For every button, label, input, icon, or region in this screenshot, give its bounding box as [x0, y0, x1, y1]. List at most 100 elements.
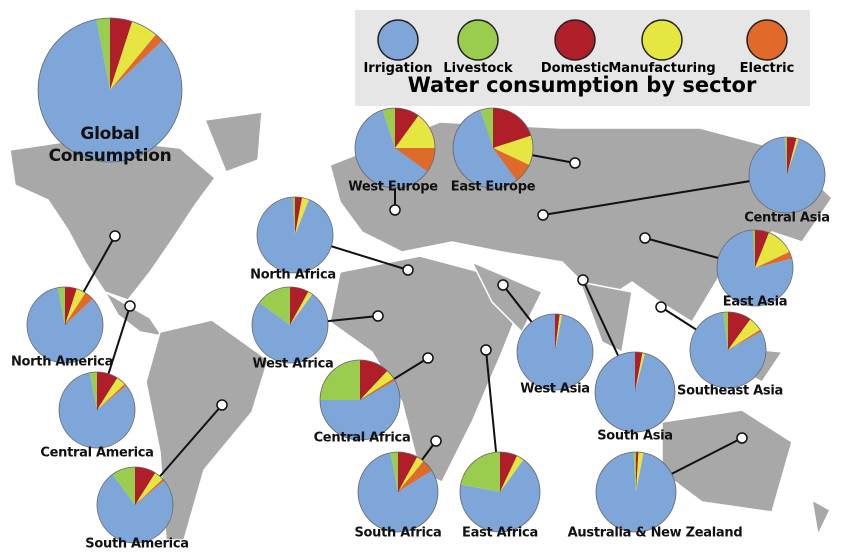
- pie-slice: [38, 19, 182, 163]
- pie-slice: [135, 478, 165, 505]
- region-label: East Africa: [462, 525, 538, 541]
- pie-slice: [360, 360, 388, 400]
- region-label: East Europe: [450, 179, 536, 195]
- pie-slice: [27, 287, 103, 363]
- legend-label: Electric: [740, 61, 795, 76]
- pie-outline: [516, 313, 594, 391]
- pie-outline: [26, 286, 104, 364]
- title: Water consumption by sector: [408, 73, 757, 97]
- pie-slice: [395, 115, 435, 148]
- region-label: West Asia: [520, 381, 590, 397]
- location-dot: [497, 279, 509, 291]
- location-dot: [124, 300, 136, 312]
- pie-outline: [354, 107, 436, 189]
- location-dot: [639, 232, 651, 244]
- pie-slice: [65, 287, 77, 325]
- location-dot: [109, 230, 121, 242]
- location-dot: [372, 310, 384, 322]
- pie-slice: [354, 109, 428, 188]
- pie-slice: [390, 452, 398, 492]
- pie-slice: [636, 452, 639, 492]
- pie-outline: [716, 229, 794, 307]
- legend-label: Livestock: [443, 61, 513, 76]
- pie-slice: [596, 452, 677, 532]
- pie-slice: [65, 292, 93, 325]
- legend-swatch: [457, 19, 499, 61]
- pie-outline: [251, 286, 329, 364]
- pie-outline: [319, 359, 401, 441]
- pie-outline: [748, 136, 826, 214]
- pie-slice: [96, 18, 110, 90]
- pie-slice: [135, 467, 156, 505]
- pie-slice: [460, 452, 500, 492]
- pie-slice: [493, 108, 532, 148]
- location-dot: [389, 204, 401, 216]
- pie-slice: [728, 312, 751, 350]
- pie-outline: [595, 451, 677, 533]
- pie-slice: [395, 108, 419, 148]
- pie-slice: [320, 380, 400, 440]
- location-dot: [569, 157, 581, 169]
- pie-slice: [292, 197, 295, 235]
- pie-slice: [493, 135, 533, 166]
- pie-outline: [37, 17, 183, 163]
- pie-slice: [395, 148, 435, 172]
- pie-slice: [110, 34, 163, 90]
- region-label: North Africa: [250, 267, 336, 283]
- pie-slice: [135, 472, 163, 505]
- location-dot: [480, 344, 492, 356]
- location-dot: [537, 209, 549, 221]
- location-dot: [736, 432, 748, 444]
- pie-slice: [382, 108, 395, 148]
- pie-slice: [555, 314, 563, 352]
- pie-slice: [112, 467, 135, 505]
- pie-slice: [360, 378, 396, 400]
- legend-swatch: [746, 19, 788, 61]
- pie-slice: [97, 372, 118, 410]
- pie-outline: [452, 107, 534, 189]
- pie-slice: [59, 372, 136, 449]
- region-label: Australia & New Zealand: [567, 525, 743, 541]
- pie-slice: [97, 383, 127, 410]
- pie-slice: [690, 312, 767, 389]
- region-label: Central Africa: [313, 430, 411, 446]
- pie-slice: [500, 452, 518, 492]
- location-dot: [422, 352, 434, 364]
- region-label: West Africa: [252, 356, 334, 372]
- pie-slice: [635, 352, 643, 392]
- pie-outline: [459, 451, 541, 533]
- pie-slice: [290, 291, 313, 325]
- pie-slice: [787, 137, 797, 175]
- pie-slice: [295, 197, 303, 235]
- pie-slice: [755, 230, 769, 268]
- pie-slice: [57, 287, 65, 325]
- region-label: South Asia: [597, 428, 673, 444]
- pie-slice: [290, 287, 309, 325]
- pie-outline: [58, 371, 136, 449]
- region-label: North America: [10, 354, 114, 370]
- pie-slice: [398, 452, 418, 492]
- location-dot: [402, 264, 414, 276]
- pie-slice: [453, 109, 517, 188]
- pie-slice: [398, 461, 432, 492]
- pie-slice: [480, 108, 493, 148]
- legend-swatch: [554, 19, 596, 61]
- pie-slice: [96, 474, 173, 543]
- legend-swatch: [377, 19, 419, 61]
- pie-slice: [257, 197, 334, 273]
- region-label: Central Asia: [744, 210, 830, 226]
- pie-slice: [65, 288, 86, 325]
- pie-slice: [755, 232, 790, 268]
- pie-slice: [320, 360, 360, 400]
- world-map: [9, 111, 833, 541]
- pie-slice: [252, 294, 329, 363]
- pie-slice: [398, 456, 424, 492]
- pie-slice: [493, 148, 530, 181]
- legend-label: Manufacturing: [608, 61, 715, 76]
- location-dot: [577, 274, 589, 286]
- pie-outline: [689, 311, 767, 389]
- pie-slice: [516, 314, 593, 390]
- pie-outline: [357, 451, 439, 533]
- legend-swatch: [641, 19, 683, 61]
- pie-slice: [787, 138, 799, 175]
